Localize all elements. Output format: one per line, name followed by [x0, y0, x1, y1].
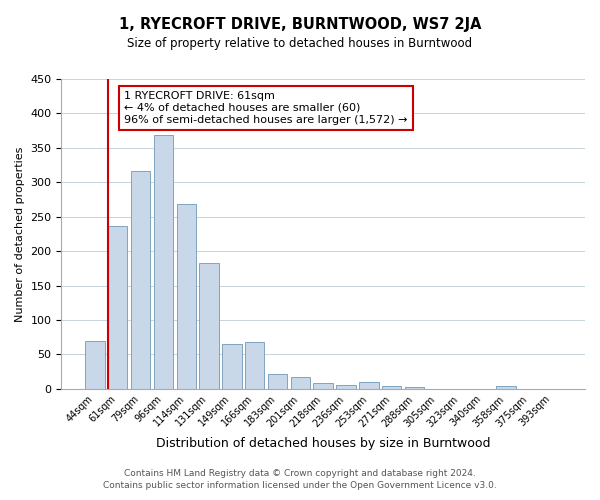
Bar — [405, 387, 424, 389]
Text: Size of property relative to detached houses in Burntwood: Size of property relative to detached ho… — [127, 38, 473, 51]
Bar — [290, 377, 310, 389]
Bar — [85, 340, 104, 389]
Bar — [199, 263, 219, 389]
Bar — [245, 342, 265, 389]
Bar — [359, 382, 379, 389]
Bar — [176, 204, 196, 389]
Bar — [222, 344, 242, 389]
Bar — [313, 382, 333, 389]
Bar — [154, 136, 173, 389]
Bar — [131, 170, 150, 389]
Text: 1, RYECROFT DRIVE, BURNTWOOD, WS7 2JA: 1, RYECROFT DRIVE, BURNTWOOD, WS7 2JA — [119, 18, 481, 32]
Text: Contains HM Land Registry data © Crown copyright and database right 2024.
Contai: Contains HM Land Registry data © Crown c… — [103, 468, 497, 490]
Bar — [337, 386, 356, 389]
Bar — [496, 386, 515, 389]
Y-axis label: Number of detached properties: Number of detached properties — [15, 146, 25, 322]
X-axis label: Distribution of detached houses by size in Burntwood: Distribution of detached houses by size … — [156, 437, 490, 450]
Bar — [108, 226, 127, 389]
Bar — [268, 374, 287, 389]
Bar — [382, 386, 401, 389]
Text: 1 RYECROFT DRIVE: 61sqm
← 4% of detached houses are smaller (60)
96% of semi-det: 1 RYECROFT DRIVE: 61sqm ← 4% of detached… — [124, 92, 408, 124]
